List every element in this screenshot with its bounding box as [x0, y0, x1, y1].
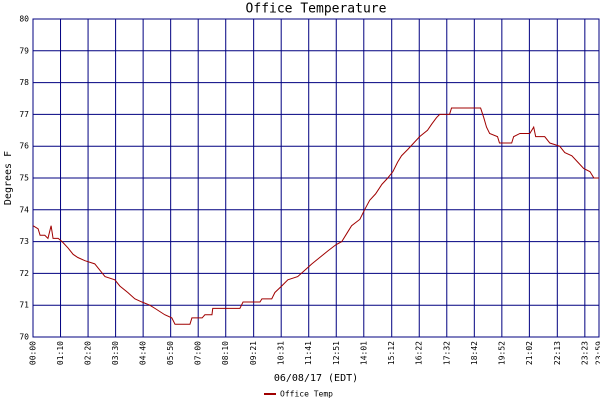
y-tick-label: 79	[19, 46, 29, 55]
y-tick-label: 78	[19, 78, 29, 87]
x-axis-label: 06/08/17 (EDT)	[274, 373, 358, 384]
y-tick-label: 75	[19, 174, 29, 183]
y-tick-label: 77	[19, 110, 29, 119]
x-tick-label: 18:42	[470, 341, 479, 365]
y-tick-label: 76	[19, 142, 29, 151]
x-tick-label: 14:01	[359, 341, 368, 365]
y-tick-label: 73	[19, 237, 29, 246]
y-tick-label: 71	[19, 301, 29, 310]
legend-label: Office Temp	[280, 390, 333, 399]
x-tick-label: 23:23	[580, 341, 589, 365]
data-line	[32, 107, 599, 325]
x-tick-label: 00:00	[29, 341, 38, 365]
y-tick-label: 74	[19, 205, 29, 214]
x-tick-label: 22:13	[553, 341, 562, 365]
x-tick-label: 21:02	[525, 341, 534, 365]
x-tick-label: 03:30	[111, 341, 120, 365]
y-tick-label: 72	[19, 269, 29, 278]
x-tick-label: 05:50	[166, 341, 175, 365]
x-tick-label: 07:00	[194, 341, 203, 365]
x-tick-label: 08:10	[221, 341, 230, 365]
x-tick-label: 17:32	[442, 341, 451, 365]
x-tick-label: 16:22	[415, 341, 424, 365]
x-tick-label: 09:21	[249, 341, 258, 365]
x-tick-label: 01:10	[56, 341, 65, 365]
x-tick-label: 10:31	[277, 341, 286, 365]
y-tick-label: 70	[19, 333, 29, 342]
x-tick-label: 19:52	[497, 341, 506, 365]
y-axis-label: Degrees F	[3, 151, 14, 205]
x-tick-label: 04:40	[139, 341, 148, 365]
y-tick-label: 80	[19, 15, 29, 24]
x-tick-label: 15:12	[387, 341, 396, 365]
x-tick-label: 11:41	[304, 341, 313, 365]
x-tick-label: 12:51	[332, 341, 341, 365]
x-tick-label: 02:20	[84, 341, 93, 365]
x-tick-label: 23:59	[595, 341, 600, 365]
chart-title: Office Temperature	[246, 2, 387, 17]
